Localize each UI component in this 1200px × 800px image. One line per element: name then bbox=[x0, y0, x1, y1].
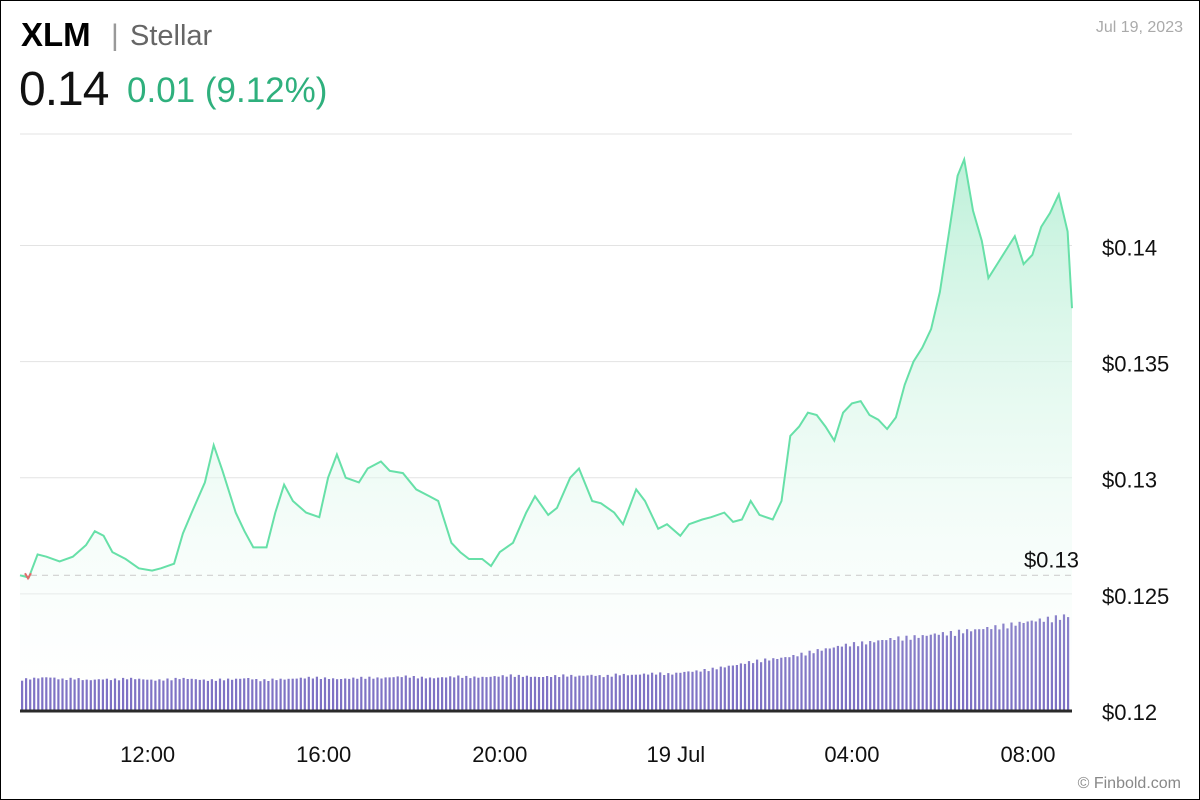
price-area bbox=[20, 159, 1072, 710]
asset-name: Stellar bbox=[130, 20, 213, 52]
current-price: 0.14 bbox=[19, 63, 109, 116]
y-tick-label: $0.13 bbox=[1102, 468, 1157, 493]
y-axis: $0.14 $0.135 $0.13 $0.125 $0.12 bbox=[1102, 235, 1169, 725]
prev-close-marker bbox=[24, 572, 32, 581]
x-tick-label: 20:00 bbox=[472, 742, 527, 767]
x-tick-label: 04:00 bbox=[824, 742, 879, 767]
x-tick-label: 16:00 bbox=[296, 742, 351, 767]
title-separator: | bbox=[111, 19, 119, 52]
x-tick-label: 12:00 bbox=[120, 742, 175, 767]
y-tick-label: $0.135 bbox=[1102, 352, 1169, 377]
x-tick-label: 08:00 bbox=[1000, 742, 1055, 767]
chart-date: Jul 19, 2023 bbox=[1095, 19, 1183, 36]
source-credit: © Finbold.com bbox=[1077, 775, 1181, 792]
x-axis: 12:00 16:00 20:00 19 Jul 04:00 08:00 bbox=[120, 742, 1055, 767]
y-tick-label: $0.12 bbox=[1102, 700, 1157, 725]
reference-line-label: $0.13 bbox=[1024, 547, 1079, 572]
y-tick-label: $0.14 bbox=[1102, 235, 1157, 260]
price-line bbox=[19, 155, 1073, 579]
price-change: 0.01 (9.12%) bbox=[127, 71, 328, 110]
y-tick-label: $0.125 bbox=[1102, 584, 1169, 609]
asset-symbol: XLM bbox=[21, 16, 91, 53]
x-tick-label: 19 Jul bbox=[646, 742, 705, 767]
